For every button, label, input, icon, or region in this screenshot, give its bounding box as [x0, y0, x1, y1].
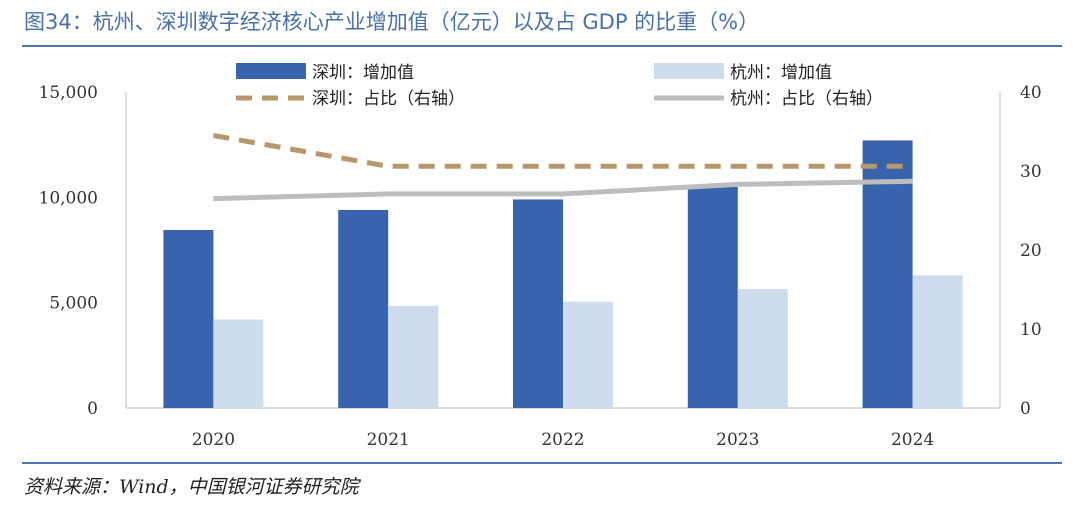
right-tick-label: 30 [1020, 162, 1042, 182]
bar-shenzhen [687, 184, 738, 408]
left-tick-label: 10,000 [39, 188, 98, 208]
chart-tick-labels: 0 5,000 10,000 15,000 0 10 20 30 40 2020 2021 2022 2… [39, 83, 1042, 450]
legend-swatch-shenzhen-bar [236, 63, 306, 79]
line-hangzhou-share [213, 178, 913, 202]
x-tick-label: 2020 [192, 430, 235, 450]
source-rule [22, 462, 1062, 464]
chart-bars [163, 140, 963, 408]
right-tick-label: 10 [1020, 320, 1042, 340]
chart-svg: 0 5,000 10,000 15,000 0 10 20 30 40 2020 2021 2022 2… [39, 63, 1042, 450]
x-tick-label: 2023 [716, 430, 759, 450]
legend-swatch-hangzhou-bar [654, 63, 724, 79]
chart-lines [212, 132, 913, 202]
bar-shenzhen [163, 229, 214, 408]
legend-label-hangzhou-bar: 杭州：增加值 [730, 63, 832, 83]
left-tick-label: 0 [87, 399, 98, 419]
bar-shenzhen [862, 140, 913, 408]
line-shenzhen-share [212, 132, 913, 169]
left-tick-label: 5,000 [49, 294, 98, 314]
bar-hangzhou [213, 319, 264, 408]
bar-hangzhou [737, 288, 788, 408]
legend-label-shenzhen-line: 深圳：占比（右轴） [312, 89, 465, 109]
figure-title: 图34：杭州、深圳数字经济核心产业增加值（亿元）以及占 GDP 的比重（%） [24, 10, 760, 34]
bar-shenzhen [513, 199, 563, 408]
bar-hangzhou [912, 275, 963, 408]
x-tick-label: 2022 [541, 430, 584, 450]
x-tick-label: 2024 [891, 430, 934, 450]
source-note: 资料来源：Wind，中国银河证券研究院 [24, 476, 359, 498]
x-tick-label: 2021 [367, 430, 410, 450]
bar-hangzhou [563, 301, 613, 408]
right-tick-label: 40 [1020, 83, 1042, 103]
left-tick-label: 15,000 [39, 83, 98, 103]
title-rule [22, 45, 1062, 47]
legend-label-shenzhen-bar: 深圳：增加值 [312, 63, 414, 83]
right-tick-label: 20 [1020, 241, 1042, 261]
legend-label-hangzhou-line: 杭州：占比（右轴） [730, 89, 883, 109]
bar-shenzhen [338, 209, 389, 408]
bar-hangzhou [388, 305, 439, 408]
right-tick-label: 0 [1020, 399, 1031, 419]
